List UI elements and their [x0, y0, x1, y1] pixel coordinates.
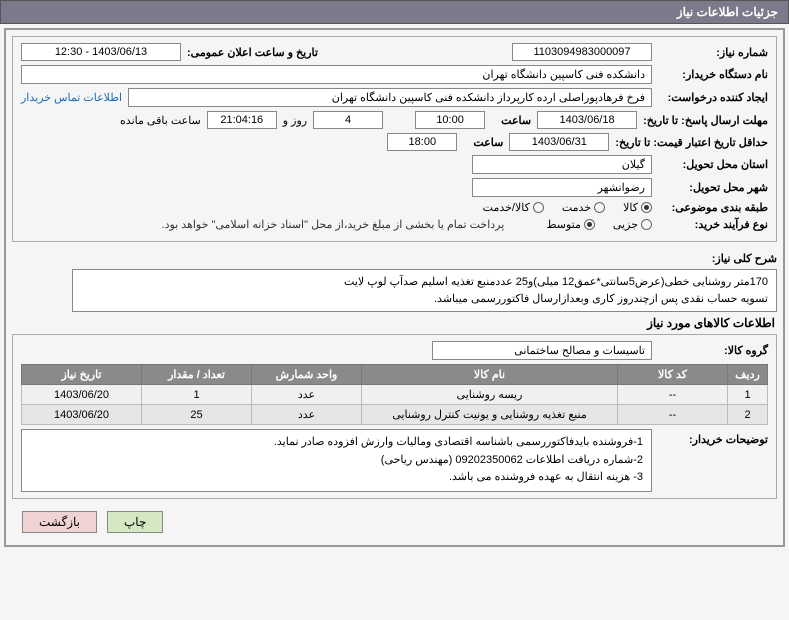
action-buttons: چاپ بازگشت [12, 505, 777, 539]
city-label: شهر محل تحویل: [658, 181, 768, 194]
radio-icon [533, 202, 544, 213]
time-label-1: ساعت [491, 114, 531, 127]
radio-icon [584, 219, 595, 230]
back-button[interactable]: بازگشت [22, 511, 97, 533]
col-header: کد کالا [618, 365, 728, 385]
city-value: رضوانشهر [472, 178, 652, 197]
desc-line-1: 170متر روشنایی خطی(عرض5سانتی*عمق12 میلی)… [81, 274, 768, 291]
items-table: ردیفکد کالانام کالاواحد شمارشتعداد / مقد… [21, 364, 768, 425]
deadline-label: مهلت ارسال پاسخ: تا تاریخ: [643, 114, 768, 127]
deadline-date: 1403/06/18 [537, 111, 637, 129]
validity-time: 18:00 [387, 133, 457, 151]
header-title: جزئیات اطلاعات نیاز [677, 5, 778, 19]
requester-label: ایجاد کننده درخواست: [658, 91, 768, 104]
countdown-time: 21:04:16 [207, 111, 277, 129]
remaining-label: ساعت باقی مانده [120, 114, 201, 127]
desc-label: شرح کلی نیاز: [667, 248, 777, 265]
process-radio-group: جزیی متوسط [546, 218, 652, 231]
table-cell: عدد [252, 405, 362, 425]
note-line-1: 1-فروشنده بایدفاکتوررسمی باشناسه اقتصادی… [30, 434, 643, 452]
announce-value: 1403/06/13 - 12:30 [21, 43, 181, 61]
payment-note: پرداخت تمام یا بخشی از مبلغ خرید،از محل … [162, 218, 505, 231]
col-header: نام کالا [362, 365, 618, 385]
process-option-1[interactable]: متوسط [546, 218, 595, 231]
province-value: گیلان [472, 155, 652, 174]
process-label: نوع فرآیند خرید: [658, 218, 768, 231]
print-button[interactable]: چاپ [107, 511, 163, 533]
items-panel: گروه کالا: تاسیسات و مصالح ساختمانی ردیف… [12, 334, 777, 499]
category-option-1[interactable]: خدمت [562, 201, 605, 214]
requester-value: فرخ فرهادپوراصلی ارده کارپرداز دانشکده ف… [128, 88, 652, 107]
radio-icon [641, 219, 652, 230]
col-header: تاریخ نیاز [22, 365, 142, 385]
radio-icon [594, 202, 605, 213]
time-label-2: ساعت [463, 136, 503, 149]
table-cell: 1403/06/20 [22, 385, 142, 405]
category-radio-group: کالا خدمت کالا/خدمت [483, 201, 652, 214]
note-line-3: 3- هزینه انتقال به عهده فروشنده می باشد. [30, 469, 643, 487]
validity-date: 1403/06/31 [509, 133, 609, 151]
radio-label: متوسط [546, 218, 581, 231]
table-row: 2--منبع تغذیه روشنایی و یونیت کنترل روشن… [22, 405, 768, 425]
days-label: روز و [283, 114, 307, 127]
days-remaining: 4 [313, 111, 383, 129]
buyer-value: دانشکده فنی کاسپین دانشگاه تهران [21, 65, 652, 84]
col-header: واحد شمارش [252, 365, 362, 385]
table-cell: 25 [142, 405, 252, 425]
description-box: 170متر روشنایی خطی(عرض5سانتی*عمق12 میلی)… [72, 269, 777, 312]
table-row: 1--ریسه روشناییعدد11403/06/20 [22, 385, 768, 405]
table-cell: ریسه روشنایی [362, 385, 618, 405]
validity-label: حداقل تاریخ اعتبار قیمت: تا تاریخ: [615, 136, 768, 149]
items-section-title: اطلاعات کالاهای مورد نیاز [14, 316, 775, 330]
col-header: ردیف [728, 365, 768, 385]
category-option-0[interactable]: کالا [623, 201, 652, 214]
radio-label: خدمت [562, 201, 591, 214]
announce-label: تاریخ و ساعت اعلان عمومی: [187, 46, 318, 59]
process-option-0[interactable]: جزیی [613, 218, 652, 231]
details-panel: شماره نیاز: 1103094983000097 تاریخ و ساع… [12, 36, 777, 242]
radio-label: جزیی [613, 218, 638, 231]
table-cell: -- [618, 385, 728, 405]
radio-label: کالا [623, 201, 638, 214]
contact-link[interactable]: اطلاعات تماس خریدار [21, 91, 122, 104]
province-label: استان محل تحویل: [658, 158, 768, 171]
table-cell: 1 [728, 385, 768, 405]
buyer-notes-box: 1-فروشنده بایدفاکتوررسمی باشناسه اقتصادی… [21, 429, 652, 492]
category-option-2[interactable]: کالا/خدمت [483, 201, 544, 214]
table-cell: 1 [142, 385, 252, 405]
page-header: جزئیات اطلاعات نیاز [0, 0, 789, 24]
radio-label: کالا/خدمت [483, 201, 530, 214]
group-label: گروه کالا: [658, 344, 768, 357]
deadline-time: 10:00 [415, 111, 485, 129]
table-cell: -- [618, 405, 728, 425]
table-cell: منبع تغذیه روشنایی و یونیت کنترل روشنایی [362, 405, 618, 425]
desc-line-2: تسویه حساب نقدی پس ازچندروز کاری وبعدازا… [81, 291, 768, 308]
group-value: تاسیسات و مصالح ساختمانی [432, 341, 652, 360]
main-frame: شماره نیاز: 1103094983000097 تاریخ و ساع… [4, 28, 785, 547]
radio-icon [641, 202, 652, 213]
need-no-value: 1103094983000097 [512, 43, 652, 61]
buyer-label: نام دستگاه خریدار: [658, 68, 768, 81]
table-cell: 1403/06/20 [22, 405, 142, 425]
note-line-2: 2-شماره دریافت اطلاعات 09202350062 (مهند… [30, 452, 643, 470]
category-label: طبقه بندی موضوعی: [658, 201, 768, 214]
table-cell: 2 [728, 405, 768, 425]
buyer-notes-label: توضیحات خریدار: [658, 429, 768, 446]
table-cell: عدد [252, 385, 362, 405]
need-no-label: شماره نیاز: [658, 46, 768, 59]
col-header: تعداد / مقدار [142, 365, 252, 385]
